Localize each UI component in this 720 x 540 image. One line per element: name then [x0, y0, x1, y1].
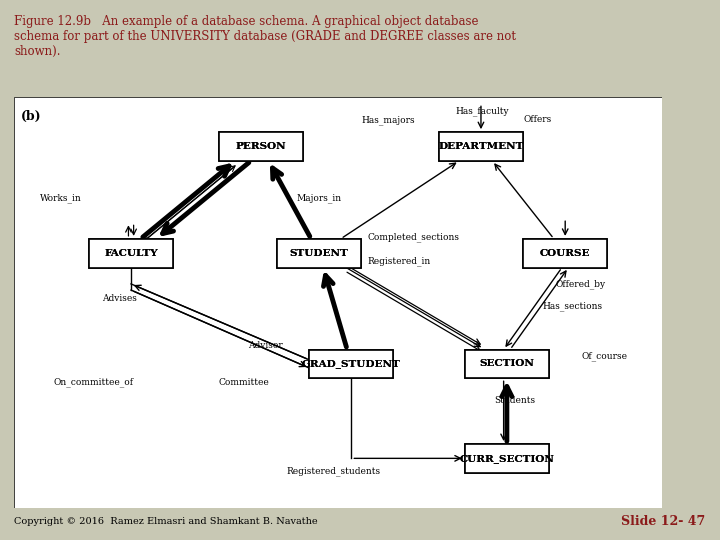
Text: Offered_by: Offered_by: [555, 279, 606, 289]
Text: GRAD_STUDENT: GRAD_STUDENT: [302, 360, 401, 368]
Text: STUDENT: STUDENT: [289, 248, 348, 258]
Text: Committee: Committee: [219, 378, 269, 387]
Text: Slide 12- 47: Slide 12- 47: [621, 515, 706, 528]
FancyBboxPatch shape: [523, 239, 607, 267]
FancyBboxPatch shape: [89, 239, 173, 267]
FancyBboxPatch shape: [465, 444, 549, 472]
Text: PERSON: PERSON: [235, 142, 286, 151]
FancyBboxPatch shape: [465, 444, 549, 472]
FancyBboxPatch shape: [14, 97, 662, 508]
Text: PERSON: PERSON: [235, 142, 286, 151]
Text: SECTION: SECTION: [480, 360, 534, 368]
Text: SECTION: SECTION: [480, 360, 534, 368]
Text: Advises: Advises: [102, 294, 137, 303]
Text: FACULTY: FACULTY: [104, 248, 158, 258]
FancyBboxPatch shape: [276, 239, 361, 267]
Text: DEPARTMENT: DEPARTMENT: [438, 142, 523, 151]
FancyBboxPatch shape: [465, 349, 549, 379]
Text: Has_faculty: Has_faculty: [455, 107, 508, 117]
Text: Of_course: Of_course: [582, 351, 627, 361]
FancyBboxPatch shape: [219, 132, 302, 161]
Text: CURR_SECTION: CURR_SECTION: [459, 454, 554, 463]
Text: Copyright © 2016  Ramez Elmasri and Shamkant B. Navathe: Copyright © 2016 Ramez Elmasri and Shamk…: [14, 517, 318, 525]
Text: Has_majors: Has_majors: [361, 115, 415, 125]
FancyBboxPatch shape: [310, 349, 393, 379]
Text: DEPARTMENT: DEPARTMENT: [438, 142, 523, 151]
Text: Advisor: Advisor: [248, 341, 282, 350]
FancyBboxPatch shape: [310, 349, 393, 379]
FancyBboxPatch shape: [465, 349, 549, 379]
FancyBboxPatch shape: [276, 239, 361, 267]
FancyBboxPatch shape: [439, 132, 523, 161]
Text: (b): (b): [21, 110, 42, 123]
Text: Offers: Offers: [523, 115, 552, 124]
Text: On_committee_of: On_committee_of: [53, 377, 133, 387]
Text: COURSE: COURSE: [540, 248, 590, 258]
Text: Completed_sections: Completed_sections: [368, 232, 459, 241]
Text: COURSE: COURSE: [540, 248, 590, 258]
Text: Registered_in: Registered_in: [368, 256, 431, 266]
Text: CURR_SECTION: CURR_SECTION: [459, 454, 554, 463]
FancyBboxPatch shape: [523, 239, 607, 267]
Text: Works_in: Works_in: [40, 193, 82, 202]
Text: STUDENT: STUDENT: [289, 248, 348, 258]
Text: Has_sections: Has_sections: [543, 302, 603, 312]
FancyBboxPatch shape: [89, 239, 173, 267]
Text: GRAD_STUDENT: GRAD_STUDENT: [302, 360, 401, 368]
Text: Registered_students: Registered_students: [287, 467, 381, 476]
FancyBboxPatch shape: [439, 132, 523, 161]
Text: FACULTY: FACULTY: [104, 248, 158, 258]
Text: Students: Students: [494, 396, 535, 406]
FancyBboxPatch shape: [219, 132, 302, 161]
Text: Figure 12.9b   An example of a database schema. A graphical object database
sche: Figure 12.9b An example of a database sc…: [14, 15, 516, 58]
Text: Majors_in: Majors_in: [297, 193, 341, 202]
